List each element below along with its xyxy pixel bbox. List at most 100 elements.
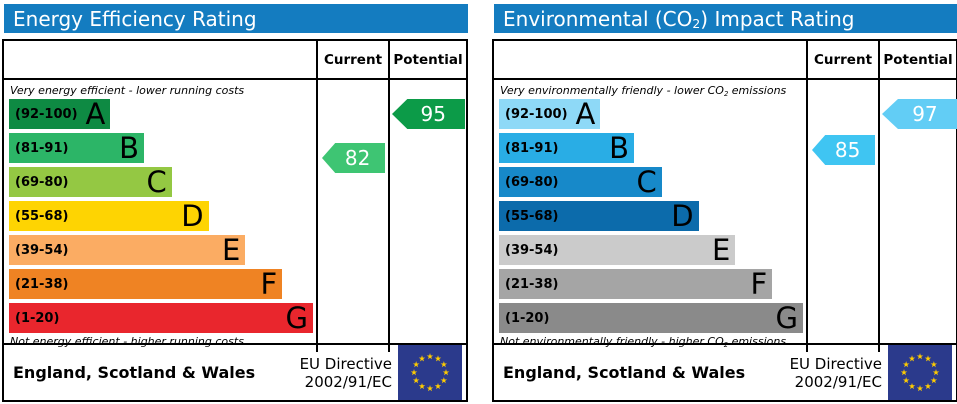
current-column: 82 [316,80,388,352]
band-letter: G [285,300,308,335]
current-rating-value: 82 [344,146,371,170]
band-letter: B [609,130,630,165]
table-footer: England, Scotland & Wales EU Directive 2… [4,343,466,400]
band-row-G: (1-20) G [499,303,806,333]
band-bar-A: (92-100) A [9,96,111,131]
band-range-label: (21-38) [505,276,559,292]
potential-column-header: Potential [878,41,956,78]
band-row-B: (81-91) B [9,133,316,163]
band-bar-B: (81-91) B [499,130,635,165]
band-row-F: (21-38) F [9,269,316,299]
table-body: Very environmentally friendly - lower CO… [494,80,957,352]
band-range-label: (55-68) [505,208,559,224]
band-row-F: (21-38) F [499,269,806,299]
band-bar-F: (21-38) F [9,266,283,301]
current-column-header: Current [806,41,878,78]
caption-top: Very energy efficient - lower running co… [10,84,245,97]
band-letter: F [750,266,768,301]
band-letter: D [671,198,694,233]
band-letter: A [575,96,596,131]
eu-flag-icon [398,345,462,400]
title-text-post: ) Impact Rating [700,6,855,31]
rating-bands: (92-100) A (81-91) B (69-80) C (55-68) D (39-54)… [4,99,316,333]
band-letter: E [222,232,241,267]
band-row-B: (81-91) B [499,133,806,163]
eu-directive-label: EU Directive 2002/91/EC [299,354,392,391]
potential-rating-value: 95 [420,102,446,126]
title-subscript: 2 [692,16,701,32]
environmental-impact-panel: Environmental (CO2) Impact Rating Curren… [492,4,957,402]
band-bar-G: (1-20) G [9,303,313,333]
band-letter: A [85,96,106,131]
current-rating-value: 85 [834,138,861,162]
band-row-E: (39-54) E [9,235,316,265]
empty-header-cell [4,41,316,78]
band-range-label: (1-20) [15,310,60,326]
band-row-A: (92-100) A [9,99,316,129]
table-footer: England, Scotland & Wales EU Directive 2… [494,343,956,400]
band-row-D: (55-68) D [9,201,316,231]
band-bar-D: (55-68) D [9,201,209,231]
band-letter: G [775,300,798,335]
band-row-E: (39-54) E [499,235,806,265]
current-column-header: Current [316,41,388,78]
current-rating-arrow: 85 [812,135,875,165]
band-row-G: (1-20) G [9,303,316,333]
band-letter: D [181,198,204,233]
potential-rating-value: 97 [912,102,938,126]
potential-column: 97 [878,80,957,352]
caption-top: Very environmentally friendly - lower CO… [500,84,787,98]
empty-header-cell [494,41,806,78]
band-row-C: (69-80) C [499,167,806,197]
region-label: England, Scotland & Wales [503,363,746,382]
energy-title-bar: Energy Efficiency Rating [4,4,468,33]
band-range-label: (81-91) [15,140,69,156]
title-text: Energy Efficiency Rating [13,6,257,31]
band-range-label: (39-54) [15,242,69,258]
panel-title: Environmental (CO2) Impact Rating [503,6,855,32]
band-bar-G: (1-20) G [499,303,803,333]
band-row-D: (55-68) D [499,201,806,231]
band-bar-F: (21-38) F [499,266,773,301]
environmental-title-bar: Environmental (CO2) Impact Rating [494,4,957,33]
band-bar-C: (69-80) C [9,167,172,197]
band-bar-D: (55-68) D [499,201,699,231]
band-bar-C: (69-80) C [499,167,662,197]
band-letter: F [260,266,278,301]
eu-directive-label: EU Directive 2002/91/EC [789,354,882,391]
band-bar-E: (39-54) E [9,232,246,267]
band-range-label: (39-54) [505,242,559,258]
eu-flag-icon [888,345,952,400]
band-letter: C [636,164,657,199]
band-letter: B [119,130,140,165]
band-row-C: (69-80) C [9,167,316,197]
potential-rating-arrow: 95 [392,99,465,129]
bands-area: Very energy efficient - lower running co… [4,80,316,352]
region-label: England, Scotland & Wales [13,363,256,382]
band-range-label: (69-80) [505,174,559,190]
band-range-label: (55-68) [15,208,69,224]
table-header-row: Current Potential [494,41,956,80]
energy-efficiency-panel: Energy Efficiency Rating Current Potenti… [2,4,468,402]
band-row-A: (92-100) A [499,99,806,129]
bands-area: Very environmentally friendly - lower CO… [494,80,806,352]
band-range-label: (21-38) [15,276,69,292]
rating-table: Current Potential Very environmentally f… [492,39,957,402]
potential-column: 95 [388,80,466,352]
title-text: Environmental (CO [503,6,693,31]
potential-column-header: Potential [388,41,466,78]
rating-bands: (92-100) A (81-91) B (69-80) C (55-68) D (39-54)… [494,99,806,333]
band-range-label: (92-100) [15,106,78,122]
band-letter: E [712,232,731,267]
band-range-label: (1-20) [505,310,550,326]
table-body: Very energy efficient - lower running co… [4,80,466,352]
band-letter: C [146,164,167,199]
band-bar-E: (39-54) E [499,232,736,267]
band-range-label: (81-91) [505,140,559,156]
panel-title: Energy Efficiency Rating [13,7,257,31]
band-range-label: (69-80) [15,174,69,190]
band-bar-B: (81-91) B [9,130,145,165]
potential-rating-arrow: 97 [882,99,957,129]
rating-table: Current Potential Very energy efficient … [2,39,468,402]
